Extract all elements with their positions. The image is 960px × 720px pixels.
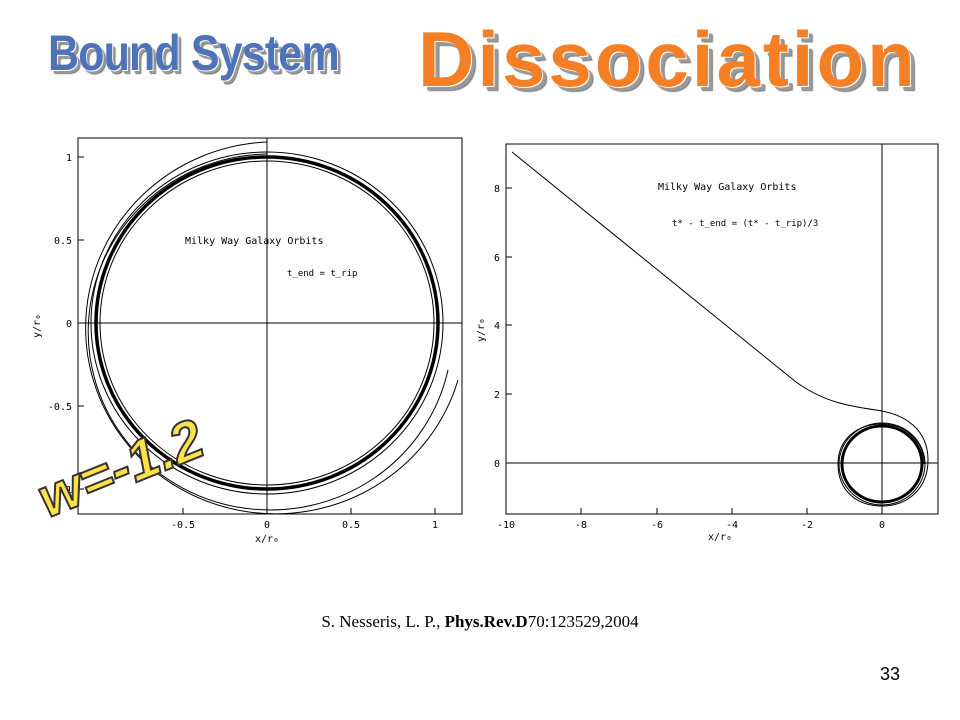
title-dissociation: Dissociation: [418, 15, 918, 103]
right-x-tick-label: -6: [651, 520, 663, 531]
right-y-axis-label: y/r₀: [476, 318, 487, 342]
bound-orbit-plot: -0.5 0 0.5 1 1 0.5 0 -0.5 -1 x/r₀ y/r₀ M…: [32, 137, 463, 545]
left-y-axis-label: y/r₀: [32, 314, 43, 338]
left-x-tick-label: 1: [432, 520, 438, 531]
slide-number: 33: [880, 664, 901, 684]
citation-authors: S. Nesseris, L. P.,: [321, 612, 445, 631]
right-x-axis-label: x/r₀: [708, 532, 732, 543]
right-plot-condition: t* - t_end = (t* - t_rip)/3: [672, 219, 818, 229]
citation-rest: 70:123529,2004: [527, 612, 639, 631]
left-y-tick-label: -0.5: [48, 402, 72, 413]
right-x-tick-label: -4: [726, 520, 738, 531]
left-y-tick-label: -1: [60, 485, 72, 496]
right-x-tick-label: -2: [801, 520, 813, 531]
right-y-tick-label: 0: [494, 459, 500, 470]
left-y-tick-label: 0.5: [54, 236, 72, 247]
bound-orbit-inner: [94, 155, 440, 491]
left-y-tick-label: 0: [66, 319, 72, 330]
left-y-tick-label: 1: [66, 153, 72, 164]
bound-orbit-ring: [99, 160, 435, 486]
citation-journal: Phys.Rev.D: [444, 612, 528, 631]
right-plot-frame: [505, 143, 939, 515]
left-x-tick-label: 0: [264, 520, 270, 531]
right-x-tick-label: 0: [879, 520, 885, 531]
title-bound-system: Bound System: [48, 25, 340, 81]
citation: S. Nesseris, L. P., Phys.Rev.D70:123529,…: [0, 612, 960, 632]
left-x-tick-label: -0.5: [171, 520, 195, 531]
bound-orbit-spiral: [87, 153, 449, 511]
right-y-tick-label: 4: [494, 321, 500, 332]
dissociation-trajectory: [511, 151, 929, 507]
right-y-tick-label: 6: [494, 253, 500, 264]
right-y-tick-label: 2: [494, 390, 500, 401]
right-y-tick-label: 8: [494, 184, 500, 195]
right-tick-marks: [505, 187, 883, 514]
dissociation-orbit-plot: -10 -8 -6 -4 -2 0 8 6 4 2 0 x/r₀ y/r₀ Mi…: [476, 143, 939, 543]
left-plot-condition: t_end = t_rip: [287, 269, 357, 279]
dissociation-orbit-core: [840, 424, 924, 504]
bound-orbit-outer-spiral: [85, 141, 459, 515]
right-x-tick-label: -10: [497, 520, 515, 531]
bound-orbit-ring: [90, 151, 444, 495]
left-x-tick-label: 0.5: [342, 520, 360, 531]
right-x-tick-label: -8: [575, 520, 587, 531]
left-x-axis-label: x/r₀: [255, 534, 279, 545]
left-plot-annotation: Milky Way Galaxy Orbits: [185, 236, 323, 247]
right-plot-annotation: Milky Way Galaxy Orbits: [658, 182, 796, 193]
dissociation-orbit-ring: [838, 422, 926, 506]
left-x-tick-marks: [78, 156, 436, 514]
